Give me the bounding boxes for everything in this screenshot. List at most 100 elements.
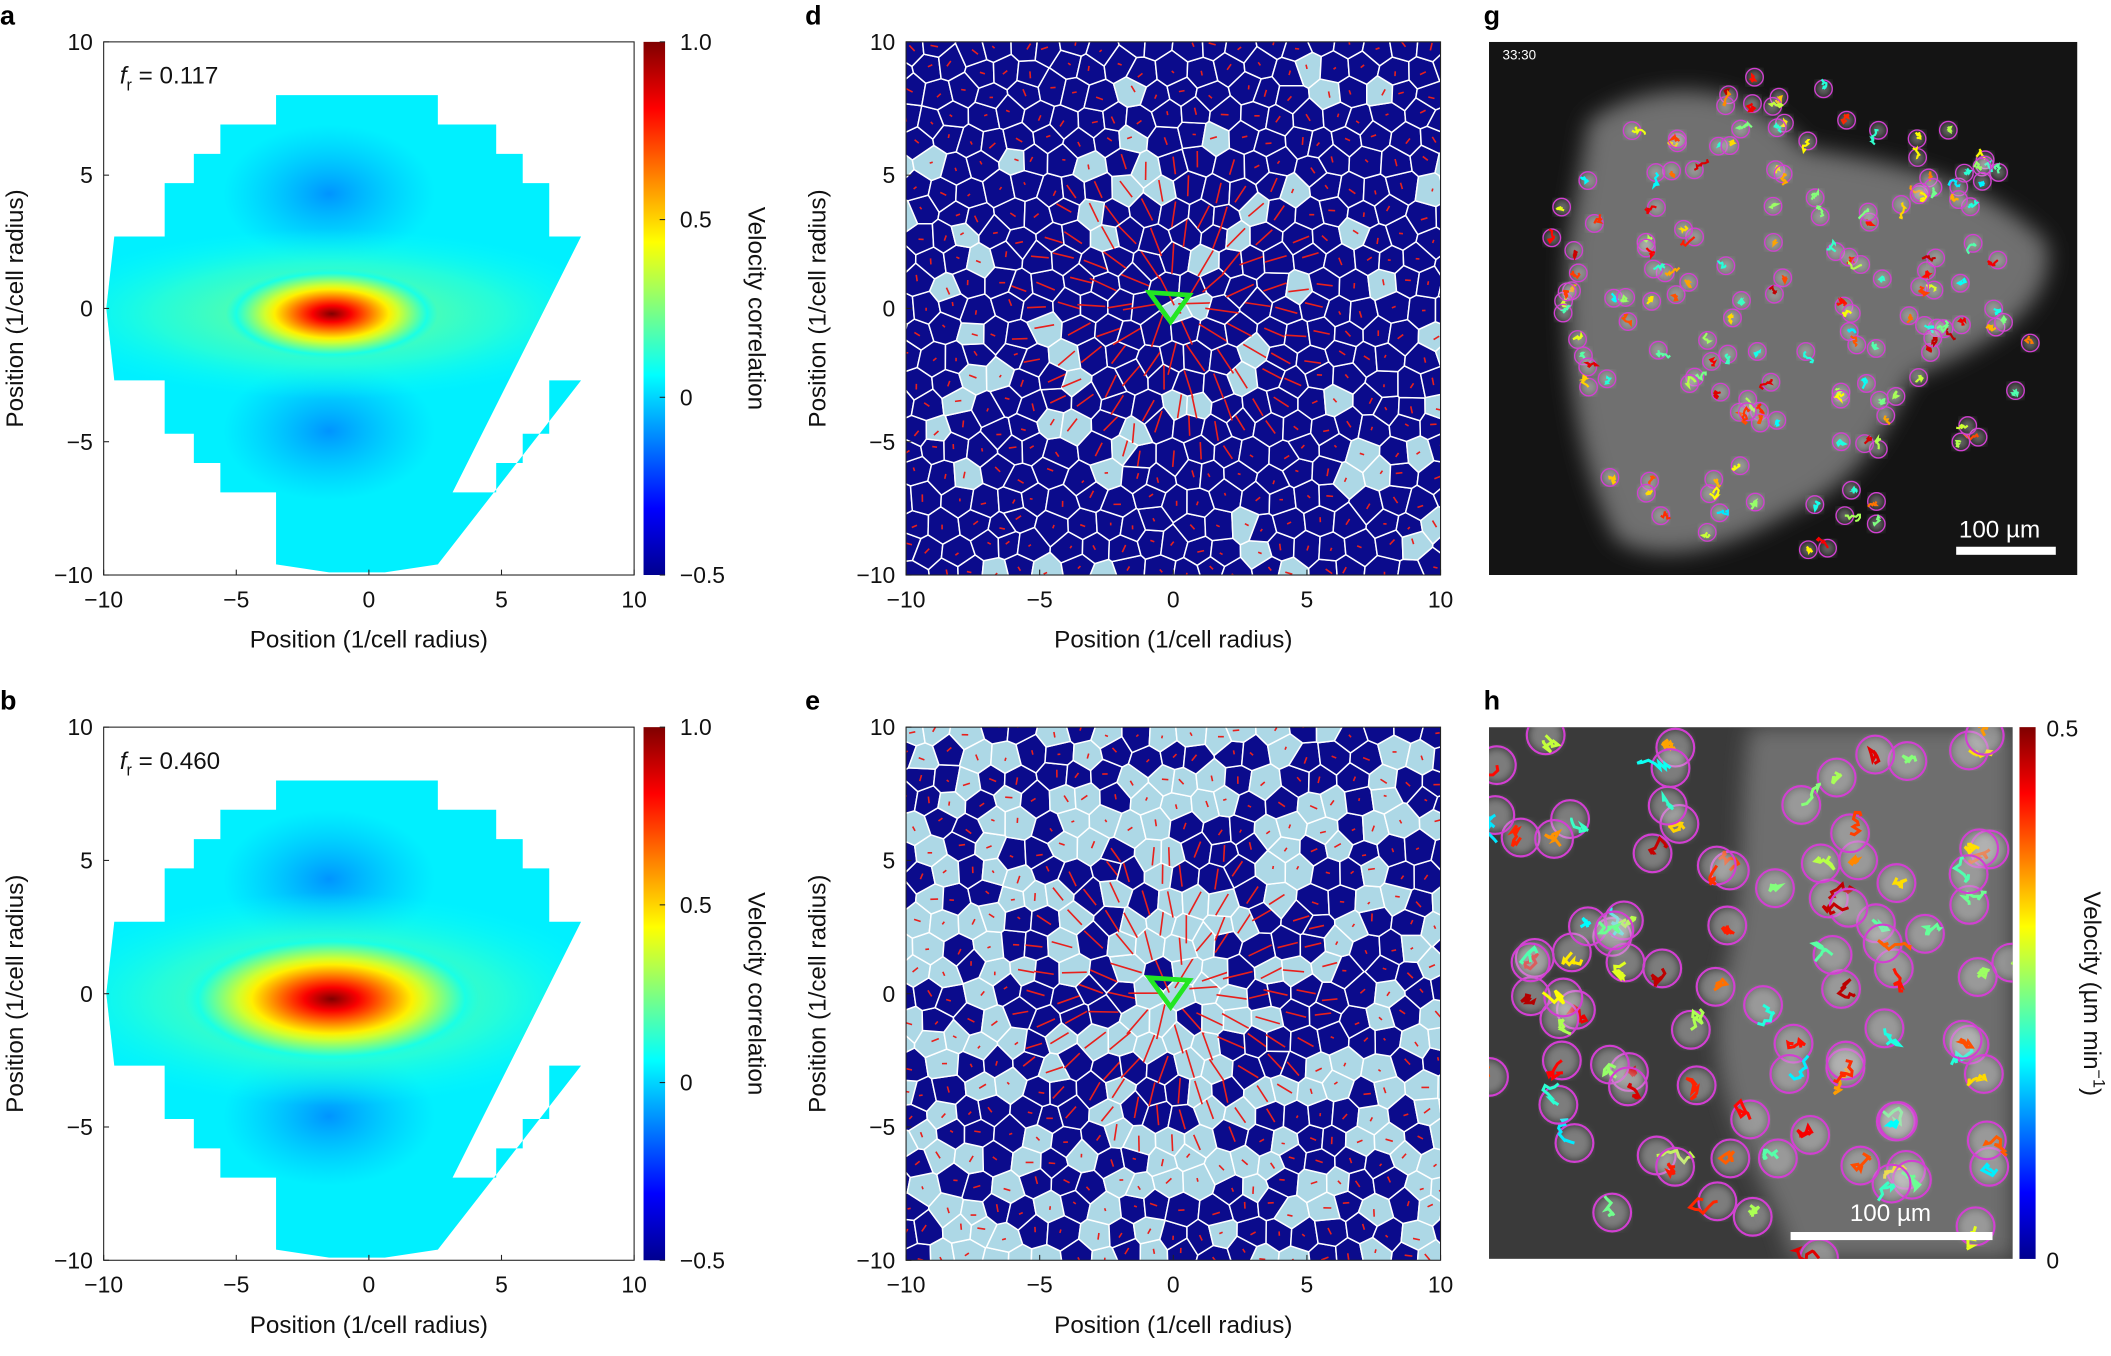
cell-track <box>1771 238 1779 248</box>
solid-cell <box>1445 317 1467 346</box>
velocity-marker <box>1293 425 1299 431</box>
velocity-marker <box>919 206 923 210</box>
velocity-marker <box>1423 1107 1431 1114</box>
velocity-marker <box>1386 1176 1392 1183</box>
cell-track <box>1917 285 1931 298</box>
fluid-cell <box>879 1031 883 1052</box>
velocity-marker <box>1231 860 1244 877</box>
tracking-circle <box>1542 228 1562 248</box>
cell-track <box>1717 260 1727 269</box>
velocity-marker <box>914 139 920 144</box>
solid-cell <box>1438 1073 1441 1077</box>
velocity-marker <box>908 731 916 734</box>
velocity-marker <box>1089 490 1095 499</box>
velocity-marker <box>1026 43 1032 50</box>
velocity-marker <box>1208 1058 1225 1082</box>
velocity-marker <box>1248 944 1272 957</box>
velocity-marker <box>1077 1257 1081 1261</box>
fluid-cell <box>1438 1213 1441 1221</box>
velocity-marker <box>1174 804 1178 810</box>
velocity-marker <box>1435 732 1440 735</box>
velocity-marker <box>1185 343 1206 372</box>
velocity-marker <box>1315 1159 1323 1164</box>
fluid-cell <box>1431 885 1441 916</box>
fluid-cell <box>906 1166 907 1173</box>
velocity-marker <box>1374 190 1377 195</box>
velocity-marker <box>913 918 921 923</box>
velocity-marker <box>1442 1039 1443 1043</box>
velocity-marker <box>1346 420 1352 428</box>
cell-track <box>1866 745 1881 765</box>
velocity-marker <box>1008 1132 1013 1136</box>
velocity-marker <box>1389 539 1396 546</box>
heatmap-panel-b: −10−10 −5 −5 0 0 5 5 10 10 Position (1/cell radiu… <box>2 714 770 1339</box>
velocity-marker <box>1473 548 1475 552</box>
fluid-cell <box>879 763 903 794</box>
velocity-marker <box>1453 524 1459 529</box>
velocity-marker <box>1116 224 1137 245</box>
velocity-marker <box>1046 467 1054 472</box>
velocity-marker <box>1259 1258 1266 1261</box>
cell-track <box>1677 225 1689 234</box>
velocity-marker <box>1094 442 1103 457</box>
cell-nucleus <box>1784 788 1819 822</box>
velocity-marker <box>1215 524 1220 528</box>
velocity-marker <box>1063 231 1083 245</box>
velocity-marker <box>1015 777 1019 785</box>
velocity-marker <box>1072 1201 1077 1205</box>
velocity-marker <box>1303 756 1308 764</box>
velocity-marker <box>1477 400 1482 403</box>
cell-track <box>1583 361 1601 369</box>
fluid-cell <box>1416 1238 1441 1261</box>
panel-label-h: h <box>1484 686 1500 716</box>
velocity-marker <box>931 1037 940 1043</box>
velocity-marker <box>1234 1107 1247 1124</box>
velocity-marker <box>1452 383 1456 388</box>
velocity-marker <box>1063 795 1069 803</box>
y-tick-label: 10 <box>67 714 92 740</box>
y-tick-label: −10 <box>54 562 93 588</box>
velocity-marker <box>1267 1053 1284 1071</box>
velocity-marker <box>1004 397 1010 400</box>
cell-nucleus <box>1802 1241 1836 1259</box>
velocity-marker <box>1063 1052 1081 1069</box>
velocity-marker <box>1288 70 1292 76</box>
velocity-marker <box>1397 333 1404 340</box>
tracking-circle <box>1757 1138 1798 1179</box>
panel-label-e: e <box>805 686 820 716</box>
y-tick-label: 5 <box>883 162 896 188</box>
tracking-circle <box>1871 1163 1912 1204</box>
y-tick-label: 0 <box>883 981 896 1007</box>
fluid-cell <box>1446 767 1468 799</box>
cell-track <box>1906 313 1914 324</box>
velocity-marker <box>1309 1088 1313 1095</box>
velocity-marker <box>1154 819 1158 827</box>
velocity-marker <box>979 160 983 165</box>
velocity-marker <box>1063 1178 1070 1184</box>
velocity-marker <box>1167 342 1177 375</box>
velocity-marker <box>1053 731 1056 738</box>
velocity-marker <box>1020 428 1026 432</box>
velocity-marker <box>1193 841 1202 858</box>
velocity-marker <box>1163 137 1168 146</box>
velocity-marker <box>1361 1223 1366 1230</box>
cell-track <box>1812 855 1836 871</box>
velocity-marker <box>1027 1111 1033 1115</box>
fluid-cell <box>1449 959 1467 987</box>
velocity-marker <box>1296 776 1302 782</box>
tracking-circle <box>1942 1019 1983 1060</box>
velocity-marker <box>1197 549 1205 553</box>
velocity-marker <box>1222 970 1253 980</box>
cell-track <box>1955 1037 1975 1049</box>
tracking-circle <box>1769 1054 1810 1094</box>
tracking-circle <box>1857 373 1876 393</box>
velocity-marker <box>897 995 900 1000</box>
velocity-marker <box>1265 1034 1286 1048</box>
velocity-marker <box>1473 803 1476 805</box>
velocity-marker <box>877 920 883 921</box>
tracking-circle <box>1831 432 1851 452</box>
velocity-marker <box>1008 446 1017 449</box>
velocity-marker <box>1382 967 1387 971</box>
velocity-marker <box>1399 182 1404 190</box>
velocity-marker <box>871 751 876 757</box>
